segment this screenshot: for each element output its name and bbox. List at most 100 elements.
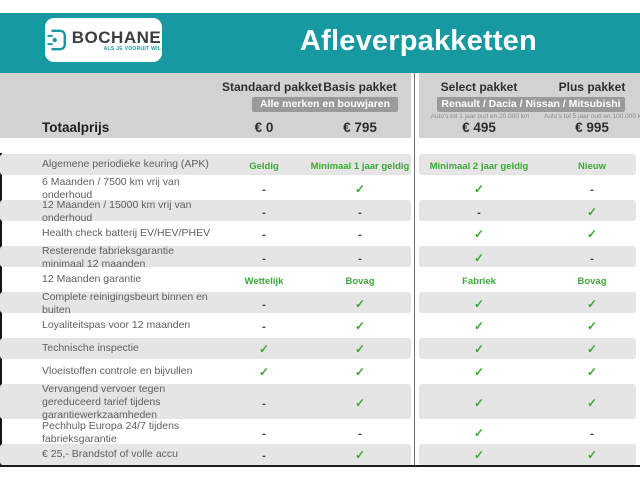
price-plus: € 995 <box>575 120 609 135</box>
column-header-standaard: Standaard pakket <box>222 80 323 94</box>
table-row-vervangend-vervoer: Vervangend vervoer tegen gereduceerd tar… <box>0 383 640 422</box>
value-select: ✓ <box>473 251 485 266</box>
value-standaard: - <box>262 397 266 410</box>
column-header-select: Select pakket <box>440 80 518 94</box>
group-badge-all-brands: Alle merken en bouwjaren <box>252 97 398 112</box>
feature-label: € 25,- Brandstof of volle accu <box>42 447 178 460</box>
value-basis: Bovag <box>345 275 375 287</box>
value-standaard: ✓ <box>258 364 270 379</box>
top-bar: BOCHANE ALS JE VOORUIT WIL Afleverpakket… <box>0 13 640 73</box>
value-standaard: - <box>262 320 266 333</box>
logo: BOCHANE ALS JE VOORUIT WIL <box>45 18 162 62</box>
table-row-complete-reinigingsbeurt: Complete reinigingsbeurt binnen en buite… <box>0 291 640 317</box>
value-select: ✓ <box>473 447 485 462</box>
plus-pakket-note: Auto's tot 5 jaar oud en 100.000 km <box>544 113 640 120</box>
value-plus: ✓ <box>586 395 598 410</box>
value-basis: - <box>358 228 362 241</box>
value-basis: - <box>358 428 362 441</box>
feature-label: Algemene periodieke keuring (APK) <box>42 157 209 170</box>
value-plus: ✓ <box>586 447 598 462</box>
table-row-apk: Algemene periodieke keuring (APK) Geldig… <box>0 153 640 176</box>
value-select: ✓ <box>473 426 485 441</box>
price-standaard: € 0 <box>254 120 274 135</box>
value-standaard: - <box>262 184 266 197</box>
feature-label: Vloeistoffen controle en bijvullen <box>42 364 193 377</box>
value-select: ✓ <box>473 182 485 197</box>
value-plus: - <box>590 184 594 197</box>
value-select: - <box>477 207 481 220</box>
value-basis: ✓ <box>354 297 366 312</box>
value-basis: ✓ <box>354 182 366 197</box>
price-select: € 495 <box>462 120 496 135</box>
feature-label: 6 Maanden / 7500 km vrij van onderhoud <box>42 176 180 202</box>
value-plus: - <box>590 253 594 266</box>
feature-label: Pechhulp Europa 24/7 tijdens fabrieksgar… <box>42 420 180 446</box>
value-select: Minimaal 2 jaar geldig <box>429 160 529 172</box>
value-select: ✓ <box>473 364 485 379</box>
value-standaard: Wettelijk <box>244 275 284 287</box>
value-basis: - <box>358 207 362 220</box>
value-standaard: - <box>262 253 266 266</box>
feature-label: 12 Maanden garantie <box>42 272 142 285</box>
value-basis: ✓ <box>354 447 366 462</box>
value-select: ✓ <box>473 395 485 410</box>
value-plus: ✓ <box>586 297 598 312</box>
table-row-6-maanden-onderhoud: 6 Maanden / 7500 km vrij van onderhoud -… <box>0 176 640 202</box>
value-basis: Minimaal 1 jaar geldig <box>310 160 410 172</box>
value-standaard: ✓ <box>258 341 270 356</box>
value-select: ✓ <box>473 226 485 241</box>
value-standaard: Geldig <box>249 160 279 172</box>
value-basis: - <box>358 253 362 266</box>
package-header-row: Standaard pakket Basis pakket Select pak… <box>0 80 640 94</box>
value-plus: ✓ <box>586 364 598 379</box>
logo-tagline: ALS JE VOORUIT WIL <box>103 45 162 52</box>
total-price-row: Totaalprijs € 0 € 795 € 495 € 995 <box>0 120 640 135</box>
select-pakket-note: Auto's tot 1 jaar oud en 20.000 km <box>430 113 530 120</box>
value-select: ✓ <box>473 341 485 356</box>
feature-label: Vervangend vervoer tegen gereduceerd tar… <box>42 383 166 422</box>
table-row-12-maanden-garantie: 12 Maanden garantie Wettelijk Bovag Fabr… <box>0 268 640 291</box>
value-plus: Nieuw <box>578 160 606 172</box>
column-header-plus: Plus pakket <box>558 80 626 94</box>
value-select: ✓ <box>473 318 485 333</box>
bochane-logo-icon <box>46 27 68 53</box>
table-row-technische-inspectie: Technische inspectie ✓ ✓ ✓ ✓ <box>0 337 640 360</box>
table-row-loyaliteitspas: Loyaliteitspas voor 12 maanden - ✓ ✓ ✓ <box>0 314 640 337</box>
value-select: ✓ <box>473 297 485 312</box>
value-plus: ✓ <box>586 318 598 333</box>
feature-label: Technische inspectie <box>42 341 139 354</box>
feature-label: 12 Maanden / 15000 km vrij van onderhoud <box>42 199 192 225</box>
group-badge-renault-dacia-nissan-mitsubishi: Renault / Dacia / Nissan / Mitsubishi <box>437 97 625 112</box>
value-plus: ✓ <box>586 226 598 241</box>
feature-table: Algemene periodieke keuring (APK) Geldig… <box>0 153 640 466</box>
feature-label: Complete reinigingsbeurt binnen en buite… <box>42 291 208 317</box>
value-basis: ✓ <box>354 364 366 379</box>
table-row-health-check-batterij: Health check batterij EV/HEV/PHEV - - ✓ … <box>0 222 640 245</box>
value-plus: ✓ <box>586 205 598 220</box>
value-standaard: - <box>262 228 266 241</box>
value-plus: - <box>590 428 594 441</box>
value-standaard: - <box>262 449 266 462</box>
value-standaard: - <box>262 207 266 220</box>
column-group-divider <box>414 73 415 466</box>
value-basis: ✓ <box>354 341 366 356</box>
value-plus: ✓ <box>586 341 598 356</box>
table-row-resterende-fabrieksgarantie: Resterende fabrieksgarantie minimaal 12 … <box>0 245 640 270</box>
table-row-pechhulp-europa: Pechhulp Europa 24/7 tijdens fabrieksgar… <box>0 420 640 446</box>
table-bottom-border <box>0 465 640 467</box>
value-plus: Bovag <box>577 275 607 287</box>
price-basis: € 795 <box>343 120 377 135</box>
feature-label: Loyaliteitspas voor 12 maanden <box>42 318 191 331</box>
value-basis: ✓ <box>354 395 366 410</box>
value-select: Fabriek <box>462 275 496 287</box>
value-standaard: - <box>262 299 266 312</box>
table-row-brandstof-volle-accu: € 25,- Brandstof of volle accu - ✓ ✓ ✓ <box>0 443 640 466</box>
value-standaard: - <box>262 428 266 441</box>
table-row-12-maanden-onderhoud: 12 Maanden / 15000 km vrij van onderhoud… <box>0 199 640 225</box>
column-header-basis: Basis pakket <box>323 80 397 94</box>
table-row-vloeistoffen-controle: Vloeistoffen controle en bijvullen ✓ ✓ ✓… <box>0 360 640 383</box>
page-title: Afleverpakketten <box>300 25 537 57</box>
logo-wordmark: BOCHANE <box>71 27 162 47</box>
value-basis: ✓ <box>354 318 366 333</box>
feature-label: Health check batterij EV/HEV/PHEV <box>42 226 211 239</box>
